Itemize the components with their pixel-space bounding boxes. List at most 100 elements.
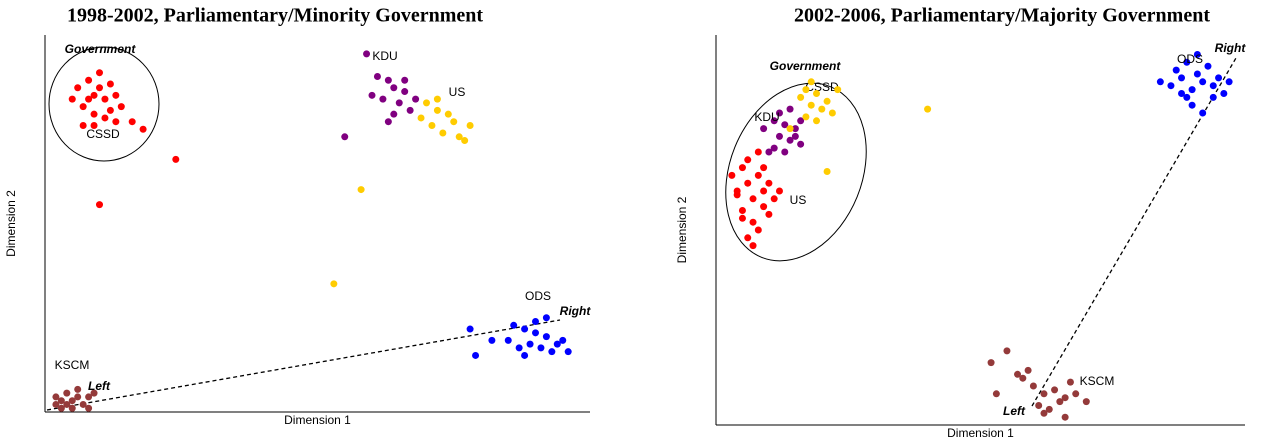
point bbox=[765, 148, 773, 156]
point bbox=[828, 109, 836, 117]
point bbox=[749, 195, 757, 203]
point bbox=[433, 106, 441, 114]
point bbox=[744, 156, 752, 164]
chart-title: 1998-2002, Parliamentary/Minority Govern… bbox=[67, 5, 483, 27]
point bbox=[797, 93, 805, 101]
point bbox=[139, 125, 147, 133]
point bbox=[74, 84, 82, 92]
point bbox=[79, 103, 87, 111]
series-label: KSCM bbox=[55, 358, 90, 372]
point bbox=[96, 84, 103, 92]
point bbox=[770, 117, 778, 125]
point bbox=[363, 50, 371, 58]
point bbox=[1029, 382, 1037, 390]
point bbox=[1040, 390, 1048, 398]
point bbox=[987, 359, 995, 367]
point bbox=[384, 76, 392, 84]
point bbox=[101, 114, 109, 122]
point bbox=[1061, 394, 1069, 402]
point bbox=[1225, 78, 1233, 86]
point bbox=[770, 195, 778, 203]
point bbox=[526, 340, 534, 348]
point bbox=[754, 226, 762, 234]
point bbox=[395, 99, 403, 107]
point bbox=[63, 400, 71, 408]
point bbox=[90, 389, 98, 397]
point bbox=[1199, 78, 1207, 86]
left-right-line bbox=[46, 319, 561, 411]
point bbox=[537, 344, 545, 352]
point bbox=[532, 329, 539, 337]
point bbox=[433, 95, 441, 103]
point bbox=[68, 404, 76, 412]
point bbox=[559, 336, 567, 344]
x-axis-label: Dimension 1 bbox=[284, 413, 351, 427]
point bbox=[738, 164, 746, 172]
point bbox=[786, 125, 794, 133]
point bbox=[1199, 109, 1207, 117]
point bbox=[1167, 82, 1175, 90]
point bbox=[553, 340, 561, 348]
point bbox=[1220, 90, 1228, 97]
point bbox=[775, 109, 783, 117]
point bbox=[379, 95, 387, 103]
point bbox=[112, 118, 120, 126]
point bbox=[417, 114, 425, 122]
point bbox=[390, 110, 398, 118]
point bbox=[412, 95, 420, 103]
y-axis-label: Dimension 2 bbox=[675, 196, 689, 263]
series-label: ODS bbox=[525, 289, 551, 303]
point bbox=[63, 389, 71, 397]
point bbox=[112, 91, 120, 99]
point bbox=[401, 88, 409, 96]
point bbox=[1178, 90, 1186, 97]
point bbox=[760, 203, 768, 211]
point bbox=[85, 76, 93, 84]
point bbox=[807, 78, 815, 86]
point bbox=[68, 95, 76, 103]
point bbox=[760, 164, 768, 172]
point bbox=[390, 84, 398, 92]
series-label: ODS bbox=[1177, 52, 1203, 66]
point bbox=[548, 348, 556, 356]
point bbox=[765, 210, 773, 218]
point bbox=[1178, 74, 1186, 82]
point bbox=[754, 148, 762, 156]
annotation: Right bbox=[1215, 41, 1247, 55]
point bbox=[450, 118, 458, 126]
point bbox=[823, 168, 831, 175]
point bbox=[466, 121, 474, 129]
point bbox=[128, 118, 136, 126]
point bbox=[57, 397, 65, 405]
point bbox=[765, 179, 773, 187]
chart-title: 2002-2006, Parliamentary/Majority Govern… bbox=[794, 5, 1210, 27]
government-ellipse bbox=[48, 46, 160, 162]
point bbox=[172, 155, 180, 163]
point bbox=[1024, 366, 1032, 374]
point bbox=[532, 318, 539, 326]
point bbox=[1188, 86, 1196, 94]
point bbox=[521, 325, 529, 333]
point bbox=[74, 393, 82, 401]
point bbox=[1215, 74, 1223, 82]
point bbox=[1019, 374, 1027, 382]
point bbox=[1045, 405, 1053, 413]
point bbox=[1003, 347, 1011, 355]
point bbox=[368, 91, 376, 99]
point bbox=[106, 80, 114, 88]
y-axis-label: Dimension 2 bbox=[4, 190, 18, 257]
series-label: KDU bbox=[372, 49, 397, 63]
point bbox=[760, 187, 768, 195]
series-label: US bbox=[790, 193, 807, 207]
point bbox=[542, 314, 550, 322]
point bbox=[504, 336, 512, 344]
point bbox=[992, 390, 1000, 398]
point bbox=[797, 140, 805, 148]
point bbox=[744, 234, 752, 242]
annotation: Right bbox=[560, 304, 592, 318]
point bbox=[57, 404, 65, 412]
point bbox=[1072, 390, 1080, 398]
point bbox=[1209, 82, 1217, 90]
point bbox=[818, 105, 826, 113]
